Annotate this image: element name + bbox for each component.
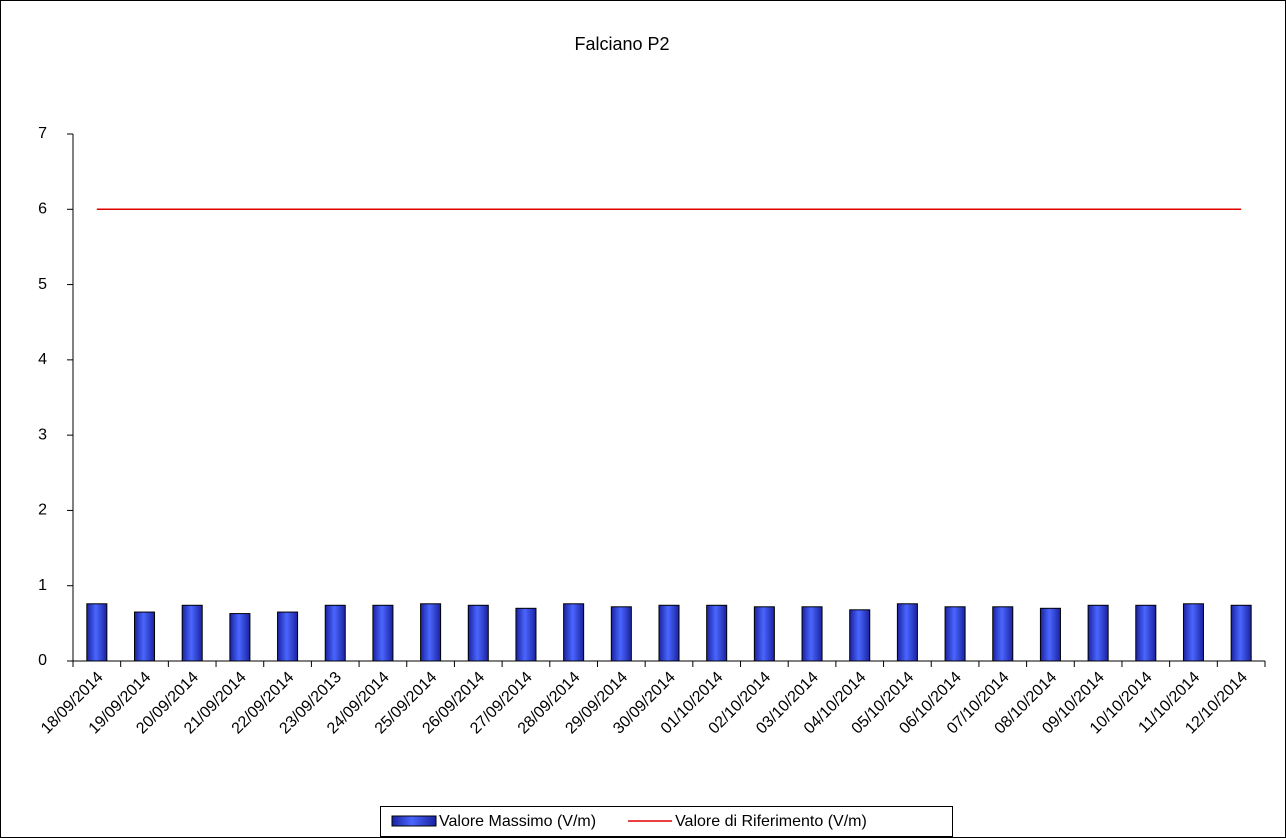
bar: [134, 611, 156, 662]
bar: [849, 609, 871, 662]
bar: [658, 604, 680, 662]
legend-label: Valore di Riferimento (V/m): [675, 813, 867, 830]
bar: [324, 604, 346, 662]
y-tick-label: 7: [38, 125, 47, 142]
bar: [467, 604, 489, 662]
bar: [1182, 603, 1204, 662]
chart-title: Falciano P2: [574, 34, 669, 54]
y-tick-label: 0: [38, 652, 47, 669]
bar: [944, 606, 966, 662]
bar: [753, 606, 775, 662]
bar: [896, 603, 918, 662]
bar: [181, 604, 203, 662]
y-tick-label: 5: [38, 276, 47, 293]
bar: [277, 611, 299, 662]
y-tick-label: 4: [38, 351, 47, 368]
bar: [229, 613, 251, 662]
bar: [1039, 607, 1061, 662]
legend-label: Valore Massimo (V/m): [439, 813, 596, 830]
y-tick-label: 6: [38, 201, 47, 218]
bar: [563, 603, 585, 662]
bar: [1135, 604, 1157, 662]
bar: [992, 606, 1014, 662]
legend-box: [380, 806, 953, 837]
bar: [801, 606, 823, 662]
legend-swatch: [391, 815, 437, 827]
bar: [706, 604, 728, 662]
bar: [610, 606, 632, 662]
bar: [420, 603, 442, 662]
y-tick-label: 3: [38, 426, 47, 443]
y-tick-label: 1: [38, 577, 47, 594]
bar: [372, 604, 394, 662]
bar: [1087, 604, 1109, 662]
bar: [1230, 604, 1252, 662]
bar: [86, 603, 108, 662]
y-tick-label: 2: [38, 502, 47, 519]
legend: Valore Massimo (V/m) Valore di Riferiment…: [380, 806, 953, 837]
bar: [515, 607, 537, 662]
